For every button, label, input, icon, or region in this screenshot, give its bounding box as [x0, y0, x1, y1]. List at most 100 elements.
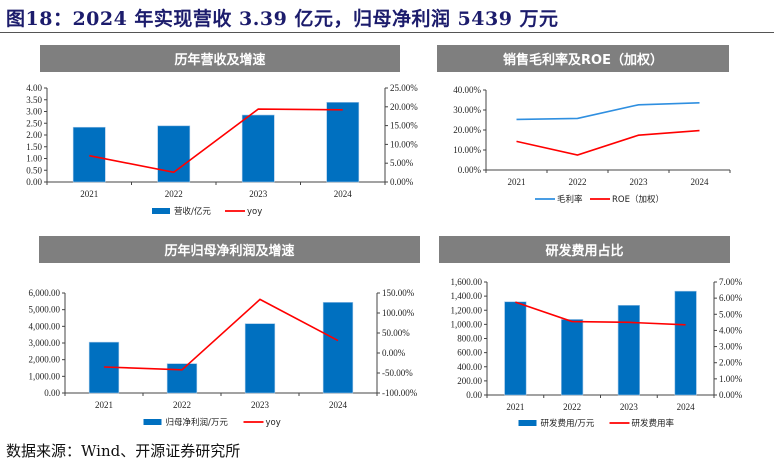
left-tick-label: 1.50 [26, 142, 42, 152]
bar-2023 [617, 305, 640, 396]
legend-swatch-bar [518, 420, 537, 426]
left-tick-label: 3,000.00 [29, 338, 61, 348]
right-tick-label: 2.00% [719, 358, 743, 368]
left-tick-label: 600.00 [457, 348, 482, 358]
left-tick-label: 1,600.00 [451, 277, 483, 287]
right-tick-label: 150.00% [382, 288, 415, 298]
left-tick-label: 4.00 [26, 83, 42, 93]
line-series-2 [516, 129, 700, 156]
chart-title-box [437, 45, 729, 72]
x-tick-label: 2023 [249, 189, 268, 199]
left-tick-label: 0.00 [44, 388, 60, 398]
bar-2022 [561, 319, 584, 396]
left-tick-label: 3.50 [26, 95, 42, 105]
bar-2024 [674, 290, 697, 396]
right-tick-label: -100.00% [382, 388, 418, 398]
left-tick-label: 1,200.00 [451, 305, 483, 315]
right-tick-label: 50.00% [382, 328, 410, 338]
x-tick-label: 2024 [677, 402, 696, 412]
chart-title-box [439, 236, 730, 263]
right-tick-label: 6.00% [719, 293, 743, 303]
left-tick-label: 4,000.00 [29, 321, 61, 331]
legend-label: 归母净利润/万元 [166, 417, 229, 428]
title-divider [0, 32, 774, 33]
x-tick-label: 2021 [80, 189, 98, 199]
left-tick-label: 200.00 [457, 376, 482, 386]
left-tick-label: 0.00 [26, 177, 42, 187]
legend-label: 研发费用率 [632, 418, 675, 429]
x-tick-label: 2021 [95, 400, 113, 410]
right-tick-label: 5.00% [719, 309, 743, 319]
left-tick-label: 1,000.00 [29, 371, 61, 381]
legend-label: yoy [266, 418, 281, 428]
right-tick-label: 100.00% [382, 308, 415, 318]
legend-label: 营收/亿元 [174, 206, 211, 217]
x-tick-label: 2022 [563, 402, 581, 412]
left-tick-label: 1,000.00 [451, 319, 483, 329]
right-tick-label: 0.00% [382, 348, 406, 358]
right-tick-label: 25.00% [390, 83, 418, 93]
left-tick-label: 0.50 [26, 165, 42, 175]
x-tick-label: 2024 [334, 189, 353, 199]
bar-2023 [241, 114, 275, 183]
left-tick-label: 6,000.00 [29, 288, 61, 298]
x-tick-label: 2022 [569, 177, 587, 187]
chart-title: 历年归母净利润及增速 [164, 243, 294, 259]
chart-1: 历年营收及增速 0.00 0.501.00 1.50 2.00 2.503.00 3.50 4… [26, 45, 418, 217]
right-tick-label: -50.00% [382, 368, 413, 378]
chart-title-box [39, 236, 420, 263]
right-tick-label: 5.00% [390, 158, 414, 168]
bar-2021 [72, 126, 106, 183]
chart-4: 研发费用占比 0.00 200.00 400.00 600.00 800.00 1,000.… [439, 236, 743, 429]
left-tick-label: 40.00% [453, 85, 481, 95]
x-tick-label: 2024 [691, 177, 710, 187]
chart-title: 销售毛利率及ROE（加权） [503, 52, 663, 68]
right-tick-label: 1.00% [719, 374, 743, 384]
right-tick-label: 10.00% [390, 139, 418, 149]
right-tick-label: 0.00% [390, 177, 414, 187]
legend-label: 毛利率 [557, 194, 583, 205]
left-tick-label: 3.00 [26, 107, 42, 117]
bar-2024 [326, 102, 360, 183]
x-tick-label: 2021 [506, 402, 524, 412]
left-tick-label: 400.00 [457, 362, 482, 372]
right-tick-label: 4.00% [719, 325, 743, 335]
left-tick-label: 10.00% [453, 145, 481, 155]
left-tick-label: 800.00 [457, 334, 482, 344]
left-tick-label: 1,400.00 [451, 291, 483, 301]
chart-3: 历年归母净利润及增速 0.00 1,000.00 2,000.00 3,000.00 4,… [29, 236, 420, 428]
legend-label: 研发费用/万元 [541, 418, 595, 429]
line-series-2 [103, 298, 339, 371]
x-tick-label: 2023 [630, 177, 649, 187]
x-tick-label: 2021 [508, 177, 526, 187]
legend-label: yoy [247, 207, 262, 217]
left-tick-label: 2.50 [26, 118, 42, 128]
bar-2022 [157, 125, 191, 183]
right-tick-label: 0.00% [719, 390, 743, 400]
x-tick-label: 2023 [620, 402, 639, 412]
chart-title: 历年营收及增速 [174, 52, 265, 68]
x-tick-label: 2023 [251, 400, 270, 410]
left-tick-label: 2.00 [26, 130, 42, 140]
line-series-2 [515, 301, 686, 326]
bar-2021 [504, 301, 527, 396]
left-tick-label: 30.00% [453, 105, 481, 115]
x-tick-label: 2022 [165, 189, 183, 199]
legend-swatch-bar [152, 208, 170, 214]
left-tick-label: 20.00% [453, 125, 481, 135]
figure-title: 图18：2024 年实现营收 3.39 亿元，归母净利润 5439 万元 [6, 8, 559, 30]
legend-label: ROE（加权） [612, 194, 664, 205]
bar-2023 [244, 323, 276, 394]
chart-title: 研发费用占比 [545, 243, 623, 259]
left-tick-label: 0.00 [466, 390, 482, 400]
chart-2: 销售毛利率及ROE（加权） 0.00% 10.00% 20.00% 30.00% 40.0… [437, 45, 731, 205]
left-tick-label: 1.00 [26, 154, 42, 164]
left-tick-label: 5,000.00 [29, 305, 61, 315]
source-note: 数据来源：Wind、开源证券研究所 [6, 442, 241, 460]
right-tick-label: 15.00% [390, 121, 418, 131]
bar-2024 [322, 302, 354, 394]
legend-swatch-bar [143, 419, 162, 425]
right-tick-label: 3.00% [719, 342, 743, 352]
line-series-2 [89, 108, 343, 174]
